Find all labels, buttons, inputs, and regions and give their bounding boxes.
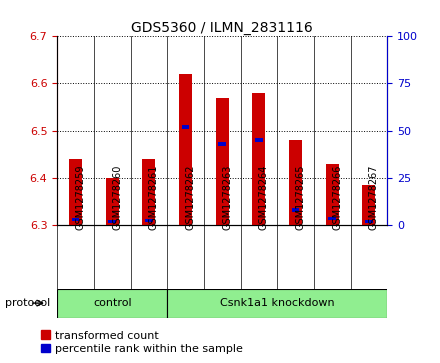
Bar <box>106 178 119 225</box>
Bar <box>182 125 189 129</box>
Bar <box>218 142 226 146</box>
Bar <box>365 220 373 223</box>
Text: GSM1278263: GSM1278263 <box>222 165 232 230</box>
Text: GSM1278261: GSM1278261 <box>149 165 159 230</box>
Bar <box>363 185 375 225</box>
Text: GSM1278260: GSM1278260 <box>112 165 122 230</box>
Legend: transformed count, percentile rank within the sample: transformed count, percentile rank withi… <box>41 330 243 354</box>
FancyBboxPatch shape <box>57 289 167 318</box>
Bar <box>69 159 82 225</box>
Bar <box>289 140 302 225</box>
Title: GDS5360 / ILMN_2831116: GDS5360 / ILMN_2831116 <box>131 21 313 35</box>
Bar <box>292 208 299 212</box>
Bar <box>328 217 336 220</box>
Text: GSM1278265: GSM1278265 <box>296 165 305 230</box>
Text: control: control <box>93 298 132 308</box>
Bar <box>255 138 263 142</box>
Bar <box>143 159 155 225</box>
Text: protocol: protocol <box>4 298 50 308</box>
Text: GSM1278267: GSM1278267 <box>369 165 379 230</box>
FancyBboxPatch shape <box>167 289 387 318</box>
Text: GSM1278266: GSM1278266 <box>332 165 342 230</box>
Bar <box>326 164 339 225</box>
Bar <box>145 219 153 222</box>
Text: GSM1278262: GSM1278262 <box>186 165 195 230</box>
Text: GSM1278264: GSM1278264 <box>259 165 269 230</box>
Bar <box>253 93 265 225</box>
Bar <box>179 74 192 225</box>
Bar <box>108 220 116 223</box>
Bar <box>72 218 79 221</box>
Text: GSM1278259: GSM1278259 <box>76 165 85 230</box>
Text: Csnk1a1 knockdown: Csnk1a1 knockdown <box>220 298 334 308</box>
Bar <box>216 98 229 225</box>
